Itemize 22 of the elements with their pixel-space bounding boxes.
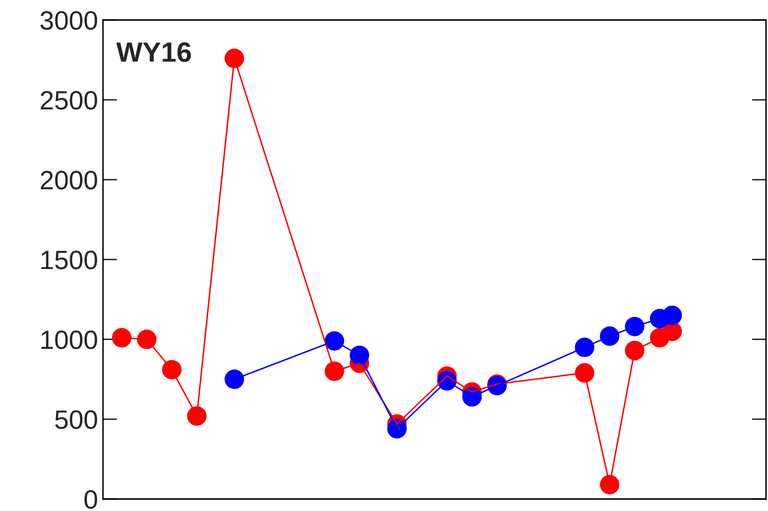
point	[574, 363, 594, 383]
y-tick-label: 2500	[40, 90, 98, 110]
point	[600, 474, 620, 494]
y-tick-label: 0	[84, 490, 98, 509]
point	[624, 316, 644, 336]
point	[600, 326, 620, 346]
point	[224, 48, 244, 68]
y-tick-label: 1000	[41, 330, 98, 350]
y-tick-label: 3000	[40, 11, 98, 30]
point	[574, 338, 594, 358]
point	[324, 362, 344, 381]
point	[224, 370, 244, 389]
point	[162, 360, 182, 380]
point	[662, 306, 682, 326]
point	[137, 330, 157, 350]
y-tick-label: 2000	[40, 170, 98, 190]
y-tick-label: 500	[55, 410, 98, 429]
y-tick-label: 1500	[41, 250, 98, 270]
point	[112, 328, 132, 348]
point	[624, 340, 644, 360]
point	[187, 406, 207, 426]
annotation: WY16	[116, 42, 191, 62]
